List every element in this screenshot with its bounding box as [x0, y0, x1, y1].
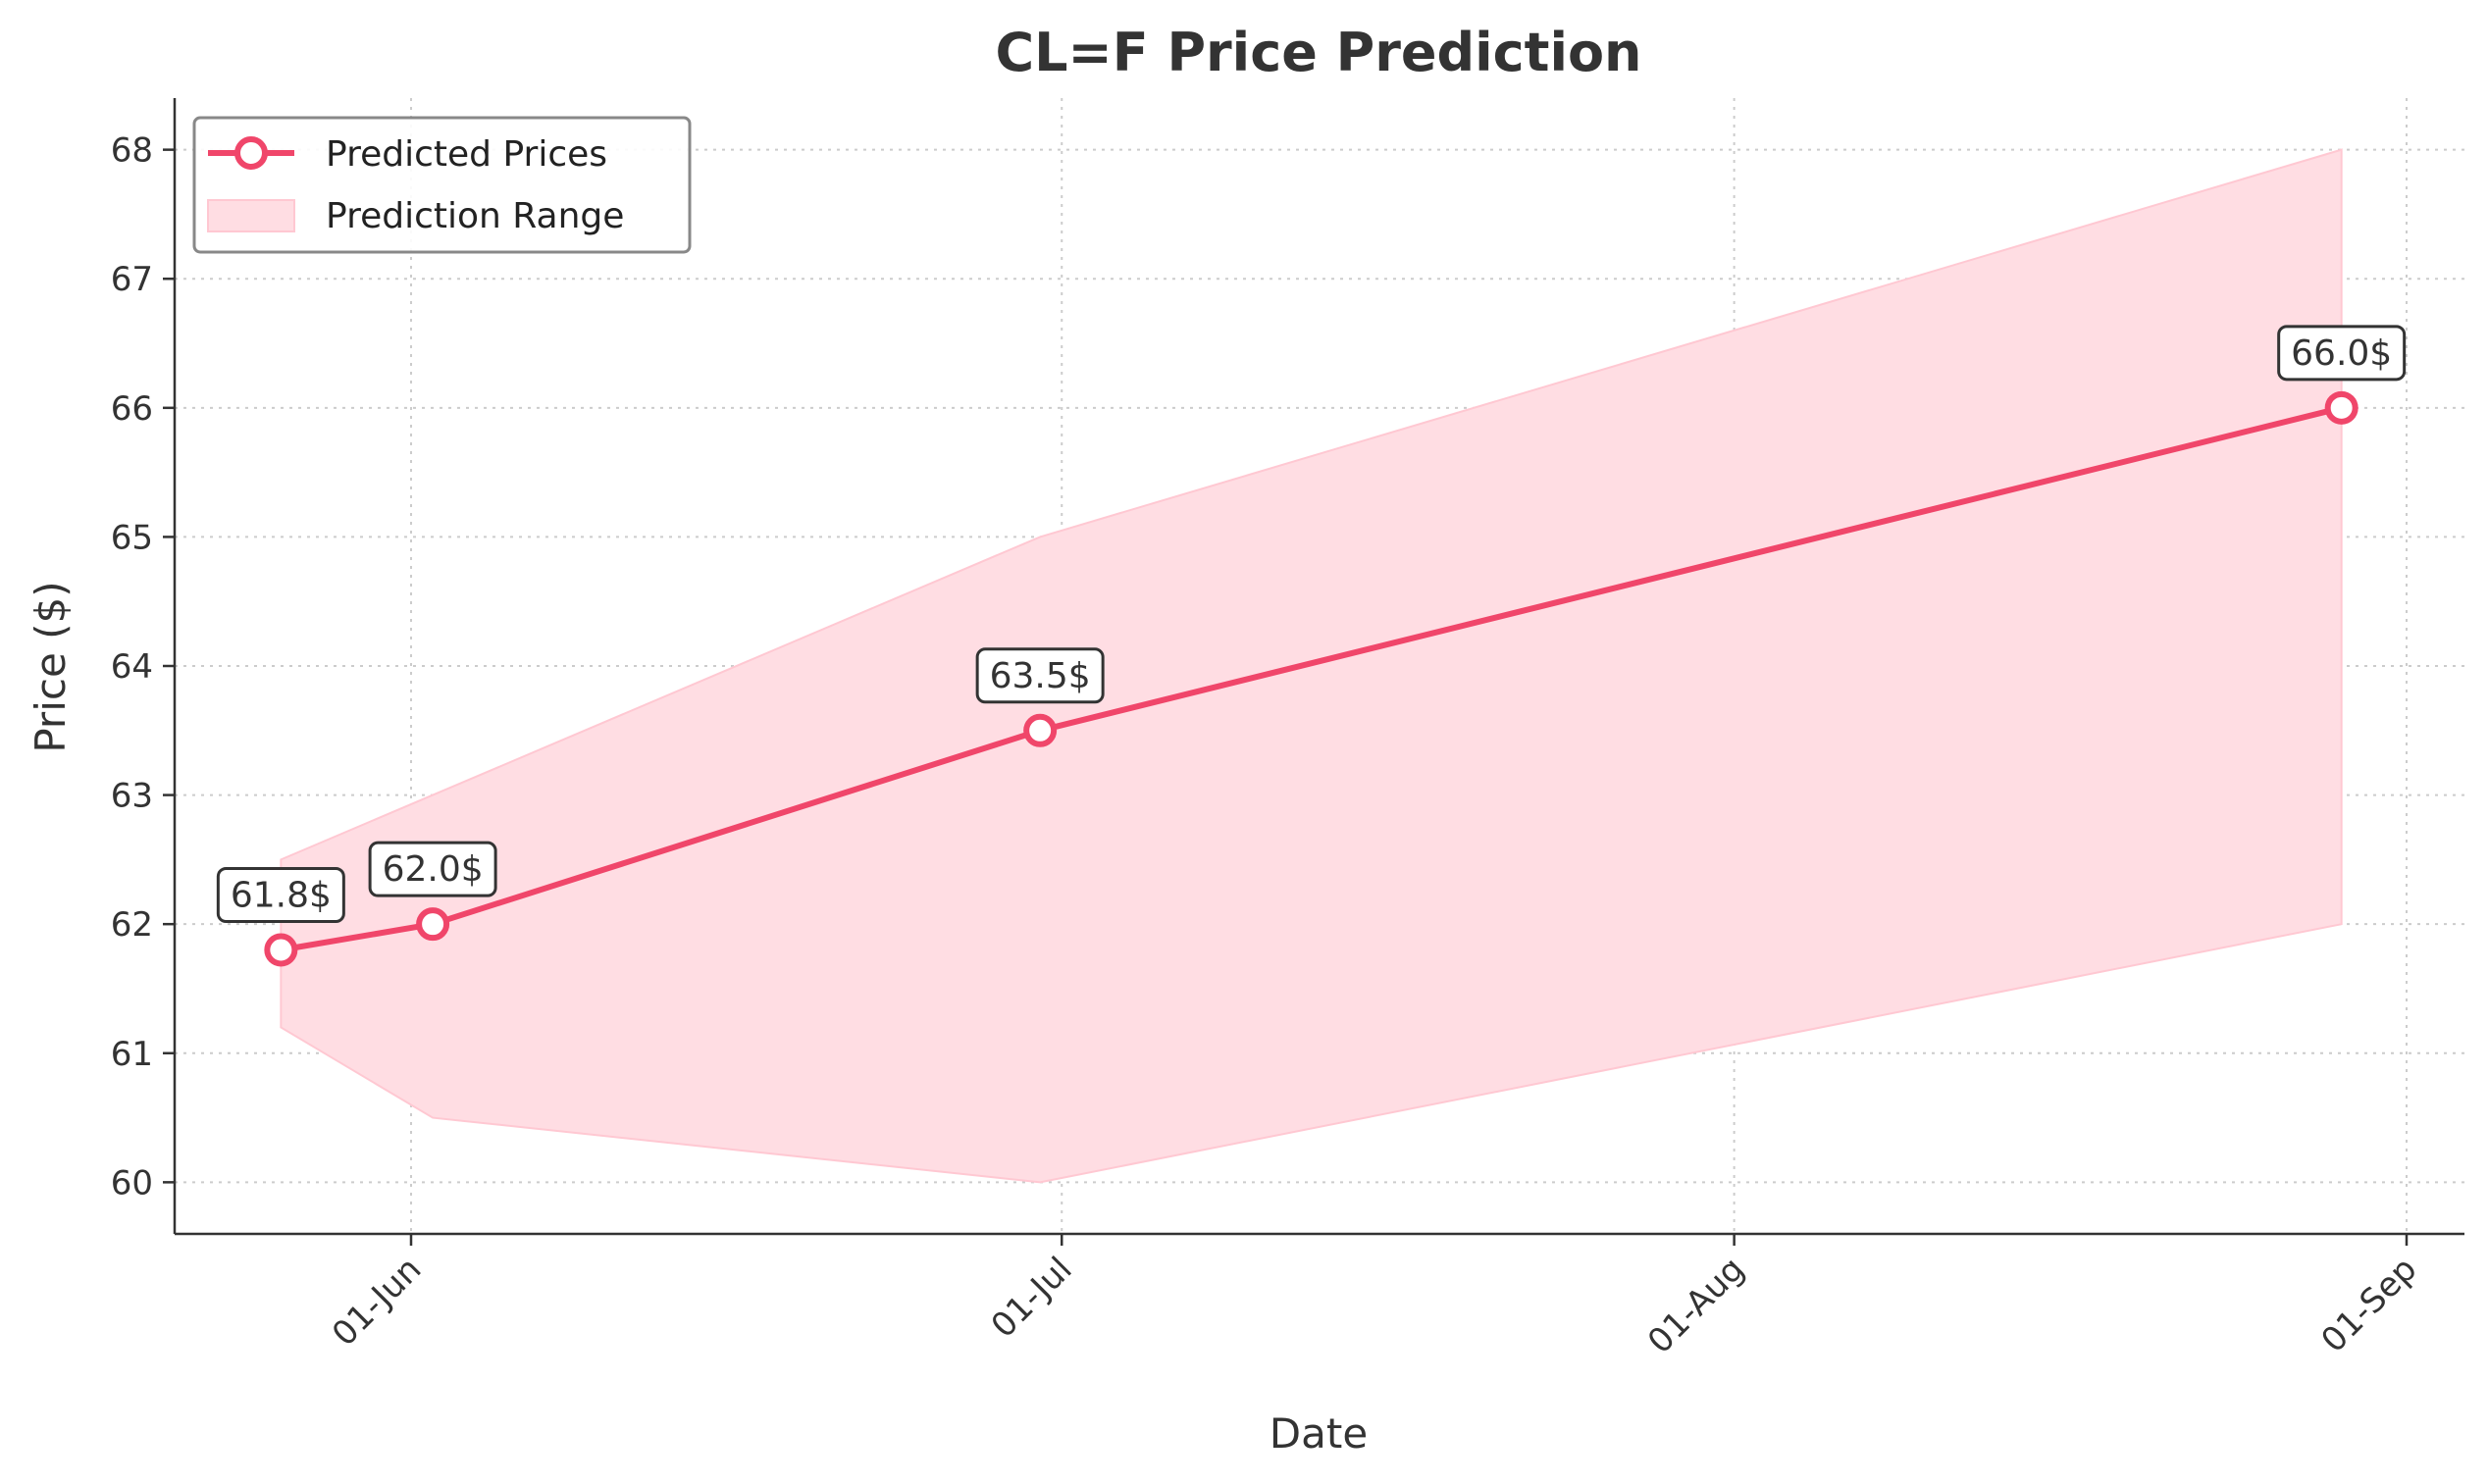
- x-tick-label: 01-Jun: [325, 1250, 429, 1354]
- data-point: [416, 907, 450, 942]
- data-label: 62.0$: [368, 841, 497, 897]
- data-point: [1023, 713, 1058, 747]
- legend-label-predicted: Predicted Prices: [326, 134, 607, 175]
- x-axis-label: Date: [1270, 1409, 1368, 1458]
- data-label-box: [368, 841, 497, 897]
- data-label-text: 62.0$: [383, 849, 484, 890]
- predicted-prices-line: [280, 404, 2343, 953]
- data-label-box: [975, 647, 1105, 704]
- data-label-text: 66.0$: [2291, 333, 2392, 374]
- y-tick-label: 65: [111, 518, 153, 557]
- predicted-prices-series: [264, 390, 2358, 967]
- data-point: [264, 933, 298, 967]
- y-tick-label: 64: [111, 647, 153, 687]
- data-label: 61.8$: [216, 867, 345, 923]
- y-tick-label: 67: [111, 260, 153, 299]
- data-label-box: [216, 867, 345, 923]
- x-tick-label: 01-Jul: [984, 1250, 1080, 1346]
- y-tick-label: 63: [111, 777, 153, 816]
- legend-label-range: Prediction Range: [326, 196, 624, 236]
- data-label: 63.5$: [975, 647, 1105, 704]
- x-tick-label: 01-Sep: [2313, 1250, 2424, 1360]
- legend-point-marker: [234, 136, 268, 170]
- y-tick-label: 68: [111, 131, 153, 171]
- legend-frame: [192, 116, 692, 254]
- data-label-text: 63.5$: [990, 656, 1091, 696]
- data-label-text: 61.8$: [231, 876, 332, 916]
- y-tick-label: 62: [111, 905, 153, 945]
- y-axis-label: Price ($): [26, 581, 75, 752]
- legend: Predicted Prices Prediction Range: [192, 116, 692, 254]
- annotations: 61.8$ 62.0$ 63.5$ 66.0$: [216, 325, 2407, 923]
- data-point: [2324, 390, 2358, 425]
- data-label-box: [2277, 325, 2407, 382]
- y-tick-label: 60: [111, 1163, 153, 1203]
- chart-title: CL=F Price Prediction: [996, 22, 1642, 83]
- data-label: 66.0$: [2277, 325, 2407, 382]
- y-tick-label: 61: [111, 1035, 153, 1074]
- legend-range-swatch: [207, 199, 295, 232]
- y-tick-label: 66: [111, 389, 153, 429]
- x-tick-label: 01-Aug: [1640, 1250, 1752, 1361]
